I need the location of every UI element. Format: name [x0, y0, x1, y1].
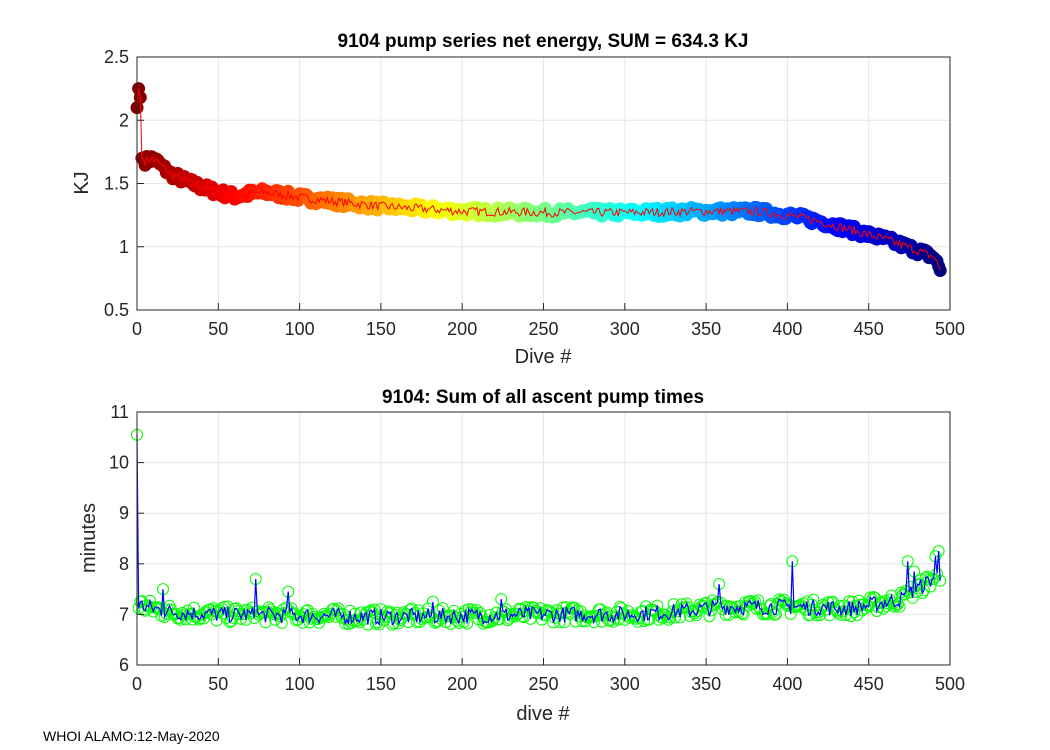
energy-xtick-label: 250: [528, 319, 558, 339]
pumptime-point: [296, 616, 309, 629]
pumptime-point: [383, 607, 395, 620]
pumptime-xtick-label: 100: [285, 674, 315, 694]
pumptime-point: [553, 616, 566, 628]
pumptime-point: [613, 600, 626, 613]
energy-xtick-label: 300: [610, 319, 640, 339]
pumptime-point: [773, 593, 786, 606]
energy-panel: 0 50 100 150 200 250 300 350 400 450 500 0.5 1 1.5 2 2.…: [71, 31, 965, 368]
pumptime-point: [744, 595, 756, 607]
pumptime-ytick-label: 6: [119, 655, 129, 675]
pumptime-point: [496, 605, 509, 618]
pumptime-point: [279, 606, 291, 619]
pumptime-point: [461, 617, 474, 630]
pumptime-point: [144, 594, 156, 607]
energy-ylabel: KJ: [71, 171, 93, 194]
pumptime-ylabel: minutes: [78, 503, 100, 573]
pumptime-point: [826, 595, 839, 608]
pumptime-ytick-label: 10: [109, 453, 129, 473]
footer-stamp: WHOI ALAMO:12-May-2020: [43, 728, 220, 744]
pumptime-point: [366, 606, 379, 619]
pumptime-point: [568, 601, 581, 614]
energy-ytick-label: 1.5: [104, 174, 129, 194]
energy-ytick-label: 2: [119, 110, 129, 130]
pumptime-point: [651, 599, 664, 612]
pumptime-point: [664, 611, 677, 624]
energy-xtick-label: 200: [447, 319, 477, 339]
pumptime-point: [892, 598, 904, 611]
pumptime-xtick-label: 200: [447, 674, 477, 694]
pumptime-xtick-label: 400: [772, 674, 802, 694]
energy-ytick-label: 0.5: [104, 300, 129, 320]
energy-ytick-label: 1: [119, 237, 129, 257]
energy-xtick-label: 150: [366, 319, 396, 339]
pumptime-ytick-label: 9: [119, 503, 129, 523]
pumptime-xtick-label: 450: [854, 674, 884, 694]
energy-xtick-label: 50: [208, 319, 228, 339]
pumptime-point: [662, 613, 675, 626]
pumptime-point: [916, 587, 929, 599]
pumptime-point: [760, 607, 773, 620]
pumptime-xtick-label: 250: [528, 674, 558, 694]
pumptime-point: [737, 608, 750, 621]
energy-xlabel: Dive #: [515, 346, 573, 368]
pumptime-point: [518, 611, 530, 624]
pumptime-point: [848, 606, 861, 619]
pumptime-point: [918, 584, 930, 597]
pumptime-point: [535, 613, 548, 626]
pumptime-point: [703, 610, 716, 623]
pumptime-xtick-label: 500: [935, 674, 965, 694]
pumptime-xtick-label: 50: [208, 674, 228, 694]
pumptime-point: [544, 605, 556, 618]
pumptime-point: [452, 617, 465, 629]
energy-xtick-label: 400: [772, 319, 802, 339]
pumptime-ytick-label: 7: [119, 604, 129, 624]
pumptime-point: [752, 594, 765, 607]
pumptime-point: [239, 613, 252, 626]
pumptime-series: [131, 428, 947, 631]
pumptime-point: [368, 603, 381, 616]
energy-ytick-label: 2.5: [104, 47, 129, 67]
pumptime-point: [405, 602, 418, 615]
pumptime-point: [708, 599, 721, 611]
pumptime-point: [313, 616, 326, 629]
pumptime-xtick-label: 150: [366, 674, 396, 694]
energy-xtick-label: 0: [132, 319, 142, 339]
pumptime-point: [420, 610, 433, 623]
pumptime-point: [371, 616, 384, 628]
pumptime-point: [587, 616, 600, 629]
pumptime-title: 9104: Sum of all ascent pump times: [382, 387, 704, 408]
pumptime-point: [648, 604, 661, 616]
pumptime-xlabel: dive #: [516, 703, 570, 725]
pumptime-point: [895, 586, 908, 599]
pumptime-ytick-label: 8: [119, 554, 129, 574]
pumptime-ticks: 0 50 100 150 200 250 300 350 400 450 500 6 7 8 9 10 11: [109, 402, 965, 694]
pumptime-xtick-label: 0: [132, 674, 142, 694]
pumptime-line: [136, 434, 941, 627]
energy-xtick-label: 100: [285, 319, 315, 339]
energy-xtick-label: 350: [691, 319, 721, 339]
pumptime-point: [669, 611, 682, 624]
pumptime-panel: 0 50 100 150 200 250 300 350 400 450 500 6 7 8 9 10 11 9…: [78, 387, 965, 725]
energy-line: [136, 88, 941, 271]
energy-ticks: 0 50 100 150 200 250 300 350 400 450 500 0.5 1 1.5 2 2.…: [104, 47, 965, 339]
pumptime-xtick-label: 350: [691, 674, 721, 694]
pumptime-xtick-label: 300: [610, 674, 640, 694]
pumptime-point: [560, 601, 573, 614]
energy-xtick-label: 450: [854, 319, 884, 339]
pumptime-point: [763, 599, 776, 612]
pumptime-point: [807, 593, 820, 606]
energy-xtick-label: 500: [935, 319, 965, 339]
pumptime-ytick-label: 11: [110, 402, 129, 422]
pumptime-point: [831, 606, 844, 619]
pumptime-point: [187, 601, 200, 614]
pumptime-point: [148, 601, 161, 614]
energy-title: 9104 pump series net energy, SUM = 634.3…: [338, 31, 749, 52]
pumptime-point: [880, 600, 893, 613]
